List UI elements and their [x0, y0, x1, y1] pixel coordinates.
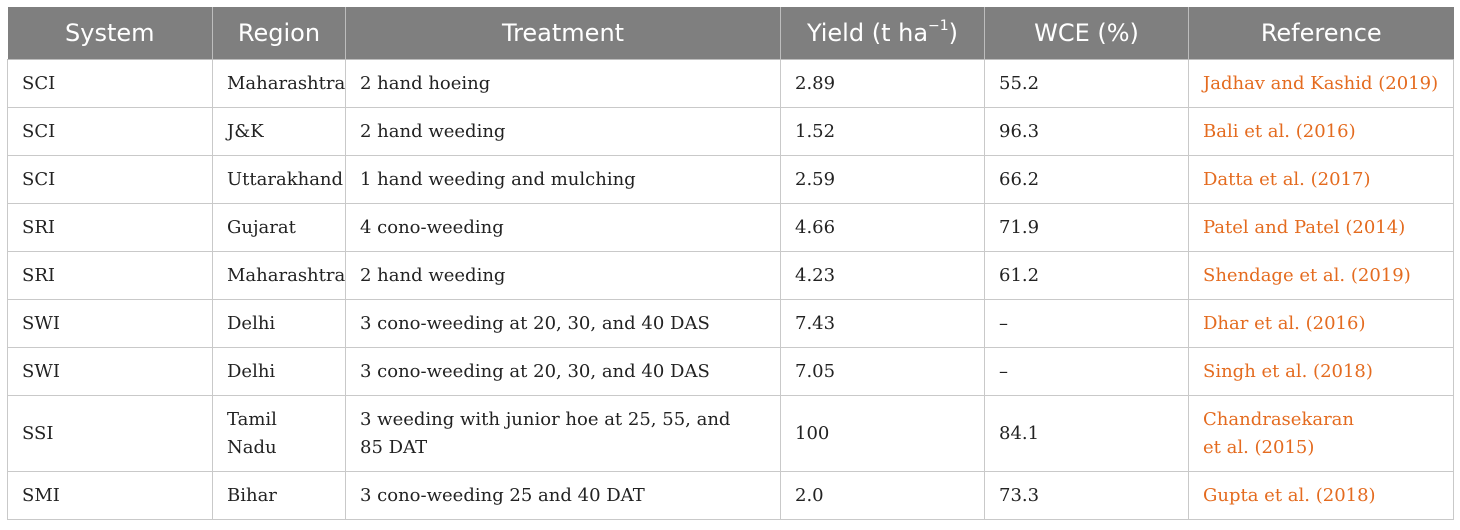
- reference-link[interactable]: Chandrasekaran et al. (2015): [1188, 395, 1454, 472]
- table-row: SCI J&K 2 hand weeding 1.52 96.3 Bali et…: [7, 107, 1454, 156]
- header-row: System Region Treatment Yield (t ha−1) W…: [7, 7, 1454, 60]
- cell-yield: 2.59: [780, 155, 985, 204]
- cell-system: SSI: [7, 395, 213, 472]
- reference-link[interactable]: Singh et al. (2018): [1188, 347, 1454, 396]
- cell-yield: 7.43: [780, 299, 985, 348]
- cell-wce: –: [984, 347, 1189, 396]
- table-row: SCI Uttarakhand 1 hand weeding and mulch…: [7, 155, 1454, 204]
- cell-wce: –: [984, 299, 1189, 348]
- header-treatment: Treatment: [345, 7, 781, 60]
- cell-region: Delhi: [212, 347, 346, 396]
- cell-treatment: 2 hand weeding: [345, 251, 781, 300]
- table-row: SRI Gujarat 4 cono-weeding 4.66 71.9 Pat…: [7, 203, 1454, 252]
- cell-region: Uttarakhand: [212, 155, 346, 204]
- cell-region: Delhi: [212, 299, 346, 348]
- reference-link-line[interactable]: et al. (2015): [1203, 436, 1315, 458]
- header-yield-close: ): [948, 19, 959, 47]
- cell-system: SWI: [7, 347, 213, 396]
- table-row: SWI Delhi 3 cono-weeding at 20, 30, and …: [7, 347, 1454, 396]
- data-table-container: System Region Treatment Yield (t ha−1) W…: [7, 7, 1454, 520]
- cell-wce: 73.3: [984, 471, 1189, 520]
- table-row: SRI Maharashtra 2 hand weeding 4.23 61.2…: [7, 251, 1454, 300]
- cell-wce: 96.3: [984, 107, 1189, 156]
- cell-region: Gujarat: [212, 203, 346, 252]
- cell-yield: 4.66: [780, 203, 985, 252]
- header-reference: Reference: [1188, 7, 1454, 60]
- cell-region: Tamil Nadu: [212, 395, 346, 472]
- reference-link[interactable]: Dhar et al. (2016): [1188, 299, 1454, 348]
- cell-yield: 4.23: [780, 251, 985, 300]
- cell-region: Maharashtra: [212, 59, 346, 108]
- reference-link[interactable]: Jadhav and Kashid (2019): [1188, 59, 1454, 108]
- cell-treatment-line: 3 weeding with junior hoe at 25, 55, and: [360, 408, 731, 430]
- header-yield-text: Yield (t ha: [806, 19, 929, 47]
- table-row: SSI Tamil Nadu 3 weeding with junior hoe…: [7, 395, 1454, 472]
- cell-system: SCI: [7, 59, 213, 108]
- cell-wce: 55.2: [984, 59, 1189, 108]
- cell-region: Maharashtra: [212, 251, 346, 300]
- cell-system: SRI: [7, 203, 213, 252]
- cell-yield: 1.52: [780, 107, 985, 156]
- cell-treatment: 3 cono-weeding 25 and 40 DAT: [345, 471, 781, 520]
- cell-treatment: 3 weeding with junior hoe at 25, 55, and…: [345, 395, 781, 472]
- cell-system: SRI: [7, 251, 213, 300]
- cell-system: SWI: [7, 299, 213, 348]
- cell-treatment: 2 hand hoeing: [345, 59, 781, 108]
- reference-link[interactable]: Bali et al. (2016): [1188, 107, 1454, 156]
- header-region: Region: [212, 7, 346, 60]
- table-row: SMI Bihar 3 cono-weeding 25 and 40 DAT 2…: [7, 471, 1454, 520]
- table-row: SWI Delhi 3 cono-weeding at 20, 30, and …: [7, 299, 1454, 348]
- cell-yield: 2.89: [780, 59, 985, 108]
- reference-link-line[interactable]: Chandrasekaran: [1203, 408, 1355, 430]
- reference-link[interactable]: Shendage et al. (2019): [1188, 251, 1454, 300]
- header-wce: WCE (%): [984, 7, 1189, 60]
- cell-treatment: 3 cono-weeding at 20, 30, and 40 DAS: [345, 299, 781, 348]
- cell-region: J&K: [212, 107, 346, 156]
- cell-system: SCI: [7, 155, 213, 204]
- cell-treatment: 4 cono-weeding: [345, 203, 781, 252]
- cell-region: Bihar: [212, 471, 346, 520]
- cell-yield: 2.0: [780, 471, 985, 520]
- header-yield: Yield (t ha−1): [780, 7, 985, 60]
- cell-system: SMI: [7, 471, 213, 520]
- cell-system: SCI: [7, 107, 213, 156]
- cell-treatment: 2 hand weeding: [345, 107, 781, 156]
- header-system: System: [7, 7, 213, 60]
- reference-link[interactable]: Datta et al. (2017): [1188, 155, 1454, 204]
- header-yield-superscript: −1: [928, 18, 949, 34]
- cell-treatment-line: 85 DAT: [360, 436, 428, 458]
- cell-treatment: 1 hand weeding and mulching: [345, 155, 781, 204]
- reference-link[interactable]: Gupta et al. (2018): [1188, 471, 1454, 520]
- weed-control-table: System Region Treatment Yield (t ha−1) W…: [7, 7, 1454, 520]
- reference-link[interactable]: Patel and Patel (2014): [1188, 203, 1454, 252]
- cell-wce: 71.9: [984, 203, 1189, 252]
- cell-wce: 84.1: [984, 395, 1189, 472]
- cell-yield: 100: [780, 395, 985, 472]
- cell-treatment: 3 cono-weeding at 20, 30, and 40 DAS: [345, 347, 781, 396]
- cell-wce: 66.2: [984, 155, 1189, 204]
- table-row: SCI Maharashtra 2 hand hoeing 2.89 55.2 …: [7, 59, 1454, 108]
- cell-wce: 61.2: [984, 251, 1189, 300]
- cell-yield: 7.05: [780, 347, 985, 396]
